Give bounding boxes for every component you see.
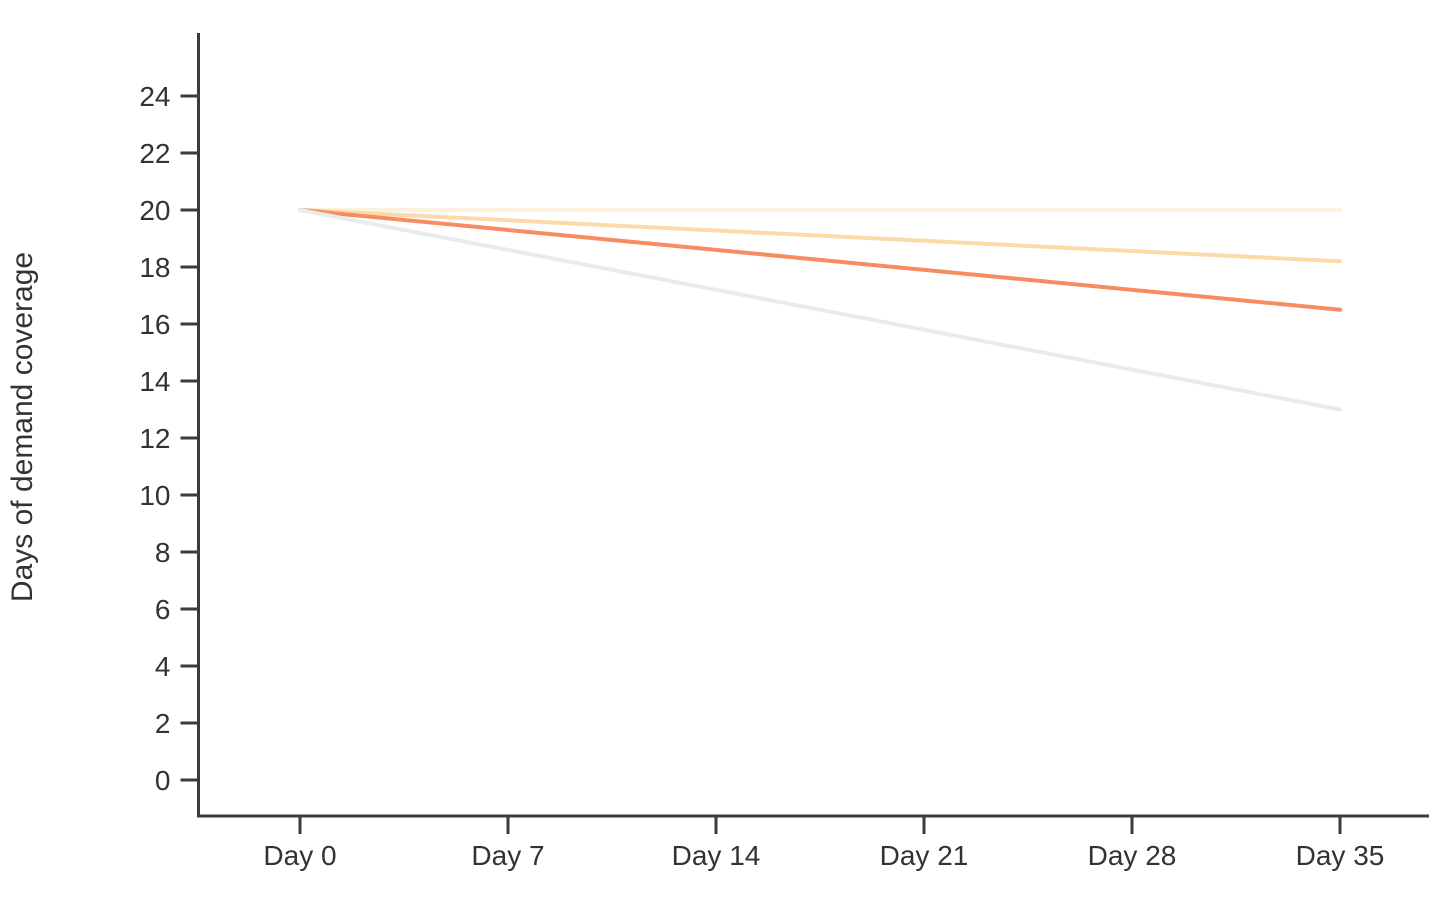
series-4-line [298, 208, 1342, 412]
y-tick-label: 14 [139, 366, 170, 397]
series-3-line [298, 208, 1342, 312]
x-tick-label: Day 28 [1088, 840, 1177, 871]
x-tick-label: Day 0 [263, 840, 336, 871]
y-tick-label: 12 [139, 423, 170, 454]
x-tick-label: Day 21 [880, 840, 969, 871]
y-tick-label: 6 [155, 594, 171, 625]
data-series [298, 208, 1342, 412]
axis-spines [197, 33, 1429, 818]
y-tick-label: 8 [155, 537, 171, 568]
y-tick-label: 10 [139, 480, 170, 511]
x-tick-label: Day 7 [471, 840, 544, 871]
y-tick-label: 16 [139, 309, 170, 340]
y-tick-label: 4 [155, 651, 171, 682]
y-tick-label: 24 [139, 81, 170, 112]
series-2-line [298, 208, 1342, 264]
y-axis-title: Days of demand coverage [6, 252, 39, 602]
y-tick-label: 18 [139, 252, 170, 283]
x-tick-label: Day 35 [1296, 840, 1385, 871]
x-axis-ticks: Day 0 Day 7 Day 14 Day 21 Day 28 Day 35 [263, 816, 1384, 871]
y-tick-label: 20 [139, 195, 170, 226]
y-tick-label: 22 [139, 138, 170, 169]
y-tick-label: 2 [155, 708, 171, 739]
y-tick-label: 0 [155, 765, 171, 796]
x-tick-label: Day 14 [672, 840, 761, 871]
